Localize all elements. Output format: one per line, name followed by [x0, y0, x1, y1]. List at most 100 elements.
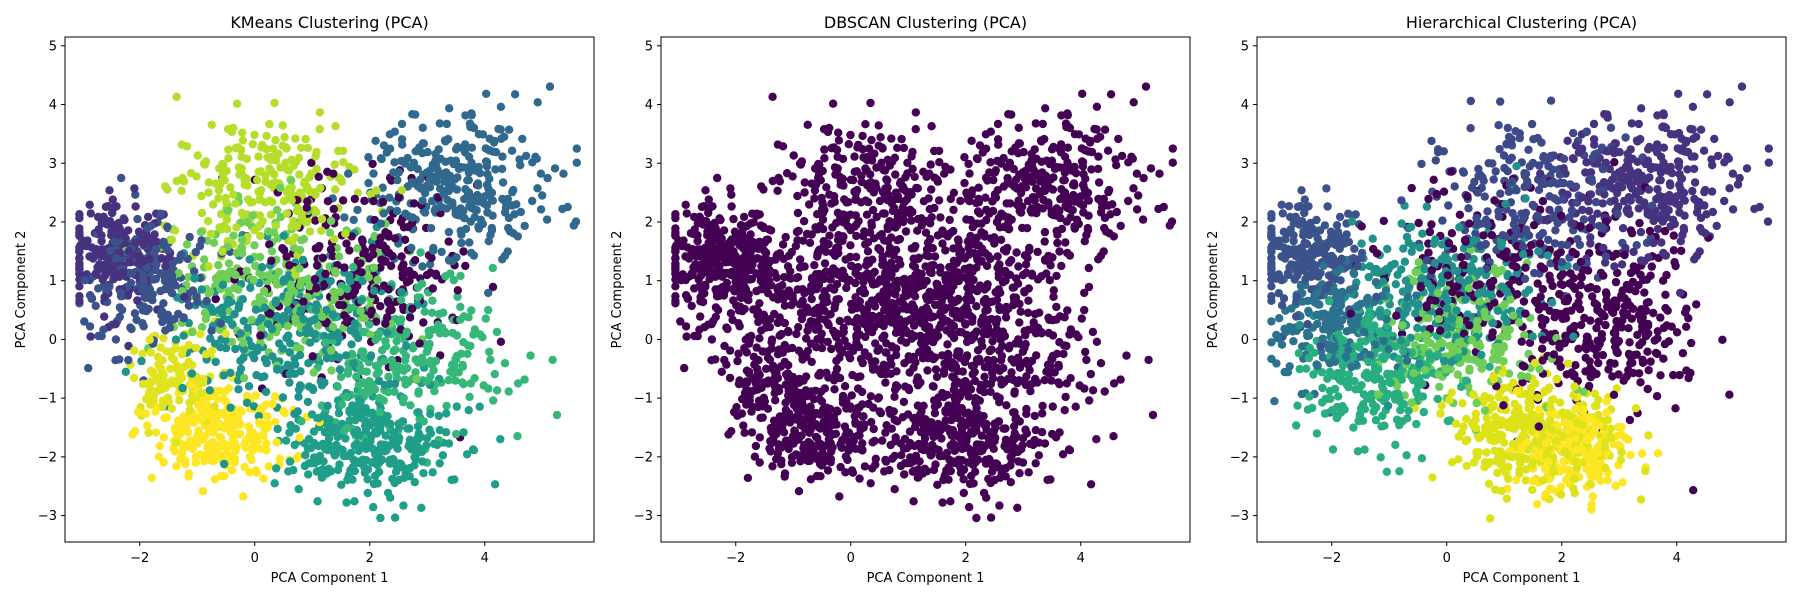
scatter-point	[864, 399, 873, 409]
scatter-point	[933, 177, 943, 186]
scatter-point	[200, 255, 209, 264]
scatter-point	[1001, 276, 1010, 285]
scatter-point	[840, 382, 850, 391]
scatter-point	[518, 134, 527, 144]
scatter-point	[139, 257, 148, 266]
scatter-point	[995, 501, 1004, 510]
scatter-point	[146, 348, 155, 357]
scatter-point	[489, 396, 498, 405]
scatter-point	[418, 123, 427, 132]
scatter-point	[329, 287, 338, 296]
scatter-point	[793, 208, 803, 218]
scatter-point	[1134, 191, 1143, 200]
scatter-point	[1080, 305, 1089, 315]
scatter-point	[497, 164, 507, 174]
scatter-point	[699, 202, 709, 211]
scatter-point	[825, 231, 834, 240]
scatter-point	[406, 163, 416, 172]
scatter-point	[282, 333, 291, 343]
scatter-point	[371, 361, 381, 371]
scatter-point	[352, 372, 361, 381]
scatter-point	[450, 175, 459, 184]
scatter-point	[146, 385, 155, 395]
scatter-point	[198, 378, 208, 387]
scatter-point	[331, 268, 340, 278]
scatter-point	[143, 212, 153, 222]
scatter-point	[379, 141, 389, 150]
scatter-point	[172, 92, 181, 102]
scatter-point	[931, 287, 941, 297]
scatter-point	[1117, 151, 1127, 161]
scatter-point	[861, 154, 871, 164]
scatter-point	[720, 341, 729, 351]
scatter-point	[303, 143, 313, 153]
scatter-point	[212, 421, 222, 430]
scatter-point	[727, 190, 736, 199]
scatter-point	[933, 480, 942, 489]
scatter-point	[251, 305, 261, 314]
scatter-point	[335, 300, 344, 310]
scatter-point	[779, 428, 789, 437]
scatter-point	[111, 254, 121, 263]
scatter-point	[237, 152, 246, 161]
scatter-point	[240, 440, 249, 449]
scatter-point	[184, 469, 194, 478]
scatter-point	[723, 269, 733, 278]
scatter-point	[504, 125, 514, 134]
scatter-point	[159, 458, 168, 467]
scatter-point	[794, 323, 803, 332]
scatter-point	[384, 372, 393, 381]
scatter-point	[403, 364, 412, 373]
scatter-point	[752, 269, 761, 278]
scatter-point	[480, 192, 489, 201]
scatter-point	[398, 269, 407, 278]
scatter-point	[428, 284, 437, 293]
scatter-point	[198, 487, 208, 496]
scatter-point	[934, 196, 944, 205]
scatter-point	[266, 210, 276, 219]
scatter-point	[799, 217, 809, 226]
scatter-point	[338, 146, 348, 156]
y-tick-label: 5	[49, 39, 57, 54]
scatter-point	[360, 314, 369, 323]
scatter-point	[185, 398, 194, 407]
scatter-point	[830, 163, 840, 172]
scatter-point	[368, 250, 378, 259]
scatter-point	[155, 441, 165, 451]
scatter-point	[917, 338, 926, 347]
scatter-point	[299, 234, 309, 244]
scatter-point	[853, 314, 862, 323]
scatter-point	[874, 344, 884, 353]
scatter-point	[982, 419, 991, 429]
scatter-point	[676, 276, 686, 285]
scatter-point	[948, 439, 958, 448]
scatter-point	[231, 270, 240, 280]
scatter-point	[191, 458, 201, 467]
scatter-point	[180, 292, 189, 302]
scatter-point	[75, 213, 84, 223]
scatter-point	[1055, 247, 1064, 256]
scatter-point	[143, 421, 152, 430]
scatter-point	[880, 306, 889, 315]
scatter-point	[1087, 147, 1097, 157]
scatter-point	[901, 338, 911, 347]
scatter-point	[111, 320, 120, 329]
scatter-point	[717, 234, 726, 243]
scatter-point	[357, 235, 367, 244]
scatter-point	[161, 182, 170, 191]
scatter-point	[433, 156, 442, 165]
scatter-point	[285, 457, 295, 466]
scatter-point	[260, 303, 269, 312]
scatter-point	[671, 224, 680, 233]
scatter-point	[160, 285, 170, 294]
scatter-point	[267, 247, 277, 256]
scatter-point	[805, 238, 815, 247]
scatter-point	[129, 346, 139, 355]
scatter-point	[828, 430, 837, 439]
scatter-point	[274, 267, 283, 277]
scatter-point	[272, 464, 281, 473]
scatter-point	[375, 329, 384, 338]
scatter-point	[941, 162, 950, 171]
scatter-point	[213, 410, 223, 420]
scatter-point	[838, 398, 848, 407]
